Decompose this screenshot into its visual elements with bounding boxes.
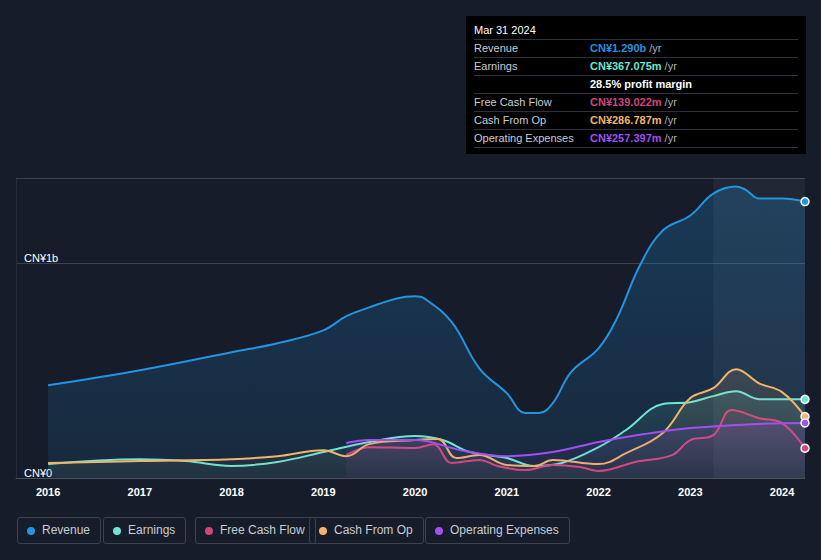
html-text:Mar 31 2024: Mar 31 2024 [474,24,536,36]
html-text:Earnings: Earnings [128,523,176,537]
svg-text:2017: 2017 [128,486,152,498]
html-text:Cash From Op: Cash From Op [474,114,547,126]
svg-text:2019: 2019 [311,486,335,498]
html-text:CN¥367.075m /yr: CN¥367.075m /yr [590,60,677,72]
html-text:Cash From Op: Cash From Op [334,523,413,537]
html-text:Revenue: Revenue [42,523,90,537]
html-text:Revenue: Revenue [474,42,518,54]
svg-text:2023: 2023 [678,486,702,498]
svg-text:CN¥0: CN¥0 [24,467,52,479]
svg-text:2022: 2022 [586,486,610,498]
html-text:CN¥257.397m /yr: CN¥257.397m /yr [590,132,677,144]
svg-text:2024: 2024 [770,486,795,498]
html-text:Free Cash Flow: Free Cash Flow [220,523,305,537]
html-text:Earnings: Earnings [474,60,518,72]
html-text:CN¥139.022m /yr: CN¥139.022m /yr [590,96,677,108]
html-text:CN¥1.290b /yr: CN¥1.290b /yr [590,42,662,54]
html-text:Free Cash Flow: Free Cash Flow [474,96,552,108]
svg-text:2020: 2020 [403,486,427,498]
html-text:Operating Expenses: Operating Expenses [450,523,559,537]
svg-text:2016: 2016 [36,486,60,498]
svg-text:CN¥1b: CN¥1b [24,252,58,264]
svg-text:2018: 2018 [219,486,243,498]
html-text:Operating Expenses: Operating Expenses [474,132,574,144]
html-text:CN¥286.787m /yr: CN¥286.787m /yr [590,114,677,126]
svg-text:2021: 2021 [495,486,519,498]
html-text:28.5% profit margin: 28.5% profit margin [590,78,693,90]
